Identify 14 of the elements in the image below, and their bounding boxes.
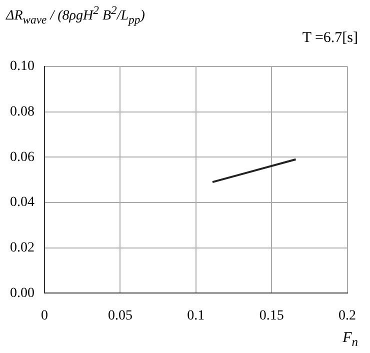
y-tick-label: 0.08 (10, 104, 34, 120)
x-tick-label: 0.15 (259, 308, 284, 324)
x-tick-label: 0.05 (108, 308, 132, 324)
text: T =6.7[s] (302, 30, 358, 47)
x-tick-label: 0.2 (338, 308, 356, 324)
x-tick-label: 0.1 (187, 308, 205, 324)
y-tick-label: 0.02 (10, 240, 34, 256)
y-tick-label: 0.10 (10, 59, 34, 74)
x-axis-title: F$_{n}$ (342, 330, 358, 350)
y-tick-label: 0.00 (10, 286, 34, 301)
y-tick-label: 0.06 (10, 150, 34, 165)
x-tick-label: 0 (41, 308, 48, 324)
y-tick-label: 0.04 (10, 195, 34, 210)
text: ΔR$_{wave}$ / (8ρgH$^{2}$ B$^{2}$/L$_{pp}$) (6, 4, 145, 26)
